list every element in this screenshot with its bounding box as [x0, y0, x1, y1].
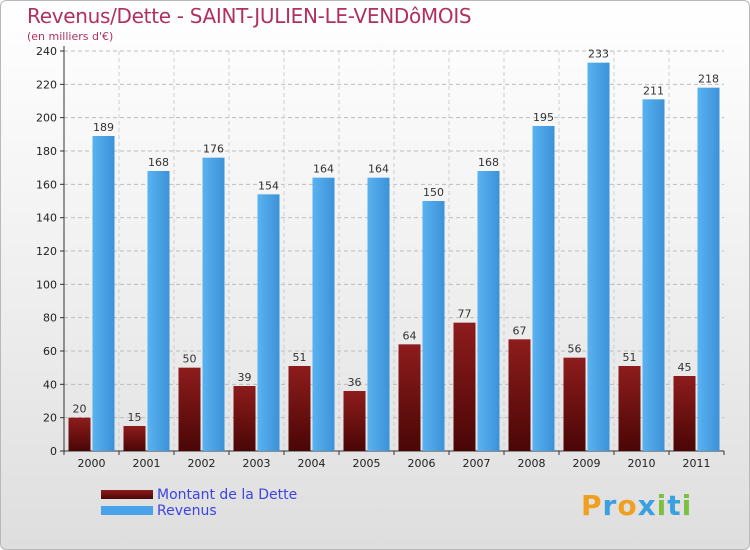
y-tick-label: 100 — [36, 278, 57, 291]
x-tick-label: 2002 — [188, 457, 216, 470]
x-tick-label: 2003 — [243, 457, 271, 470]
y-tick-label: 80 — [43, 312, 57, 325]
y-tick-label: 60 — [43, 345, 57, 358]
logo-letter: i — [681, 489, 693, 522]
bar-revenus — [477, 171, 500, 451]
bar-revenus — [587, 62, 610, 452]
value-label-revenus: 233 — [588, 48, 609, 61]
y-tick-label: 120 — [36, 245, 57, 258]
logo-letter: x — [637, 489, 657, 522]
logo-letter: i — [656, 489, 668, 522]
grid-lines — [64, 50, 724, 451]
value-label-dette: 67 — [513, 324, 527, 337]
legend-swatch-dette — [101, 490, 153, 499]
value-label-dette: 64 — [403, 329, 417, 342]
value-label-revenus: 218 — [698, 73, 719, 86]
value-label-dette: 77 — [458, 308, 472, 321]
y-tick-label: 200 — [36, 112, 57, 125]
value-label-revenus: 168 — [148, 156, 169, 169]
value-labels: 20 189 15 168 50 176 39 154 51 164 36 164 64 150 77 168… — [73, 48, 720, 424]
value-label-revenus: 164 — [368, 163, 389, 176]
x-tick-label: 2009 — [573, 457, 601, 470]
value-label-dette: 51 — [293, 351, 307, 364]
bar-revenus — [422, 201, 445, 451]
value-label-revenus: 176 — [203, 143, 224, 156]
x-tick-label: 2008 — [518, 457, 546, 470]
y-tick-label: 180 — [36, 145, 57, 158]
bar-dette — [673, 376, 696, 451]
bar-revenus — [257, 194, 280, 452]
bars — [68, 62, 720, 452]
bar-dette — [178, 367, 201, 451]
bar-revenus — [367, 177, 390, 451]
bar-dette — [233, 386, 256, 451]
x-tick-label: 2011 — [683, 457, 711, 470]
y-tick-label: 40 — [43, 378, 57, 391]
bar-dette — [68, 417, 91, 451]
bar-dette — [398, 344, 421, 451]
y-tick-label: 220 — [36, 78, 57, 91]
bar-revenus — [697, 87, 720, 452]
y-tick-label: 140 — [36, 212, 57, 225]
value-label-revenus: 189 — [93, 121, 114, 134]
logo-letter: o — [617, 489, 638, 522]
bar-revenus — [312, 177, 335, 451]
value-label-dette: 20 — [73, 403, 87, 416]
bar-revenus — [642, 99, 665, 451]
value-label-dette: 51 — [623, 351, 637, 364]
x-tick-label: 2006 — [408, 457, 436, 470]
logo-letter: r — [602, 489, 618, 522]
bar-revenus — [532, 126, 555, 451]
value-label-dette: 15 — [128, 411, 142, 424]
bar-dette — [123, 426, 146, 451]
y-axis: 0 20 40 60 80 100 120 140 160 180 200 220 240 — [36, 45, 65, 458]
x-axis: 2000 2001 2002 2003 2004 2005 2006 2007 2008 2009… — [63, 450, 725, 470]
legend-label-revenus: Revenus — [157, 503, 217, 519]
bar-dette — [508, 339, 531, 451]
legend-swatch-revenus — [101, 506, 153, 515]
logo-letter: P — [581, 489, 603, 522]
y-tick-label: 240 — [36, 45, 57, 58]
value-label-dette: 39 — [238, 371, 252, 384]
value-label-dette: 56 — [568, 343, 582, 356]
bar-dette — [453, 322, 476, 451]
value-label-dette: 50 — [183, 353, 197, 366]
bar-revenus — [92, 136, 115, 451]
bar-dette — [618, 366, 641, 451]
logo-letter: t — [667, 489, 682, 522]
y-tick-label: 160 — [36, 178, 57, 191]
bar-revenus — [202, 157, 225, 451]
x-tick-label: 2007 — [463, 457, 491, 470]
value-label-dette: 36 — [348, 376, 362, 389]
x-tick-label: 2010 — [628, 457, 656, 470]
x-tick-label: 2001 — [133, 457, 161, 470]
chart-subtitle: (en milliers d'€) — [27, 30, 114, 43]
x-tick-label: 2000 — [78, 457, 106, 470]
bar-dette — [343, 391, 366, 451]
x-tick-label: 2004 — [298, 457, 326, 470]
value-label-revenus: 195 — [533, 111, 554, 124]
value-label-revenus: 154 — [258, 179, 279, 192]
value-label-revenus: 168 — [478, 156, 499, 169]
legend-label-dette: Montant de la Dette — [157, 487, 298, 503]
value-label-revenus: 211 — [643, 84, 664, 97]
y-tick-label: 20 — [43, 412, 57, 425]
bar-dette — [563, 357, 586, 451]
value-label-dette: 45 — [678, 361, 692, 374]
value-label-revenus: 150 — [423, 186, 444, 199]
chart-title: Revenus/Dette - SAINT-JULIEN-LE-VENDôMOI… — [27, 4, 472, 28]
value-label-revenus: 164 — [313, 163, 334, 176]
y-tick-label: 0 — [50, 445, 57, 458]
bar-revenus — [147, 171, 170, 451]
x-tick-label: 2005 — [353, 457, 381, 470]
proxiti-logo: Proxiti — [581, 489, 692, 522]
bar-dette — [288, 366, 311, 451]
